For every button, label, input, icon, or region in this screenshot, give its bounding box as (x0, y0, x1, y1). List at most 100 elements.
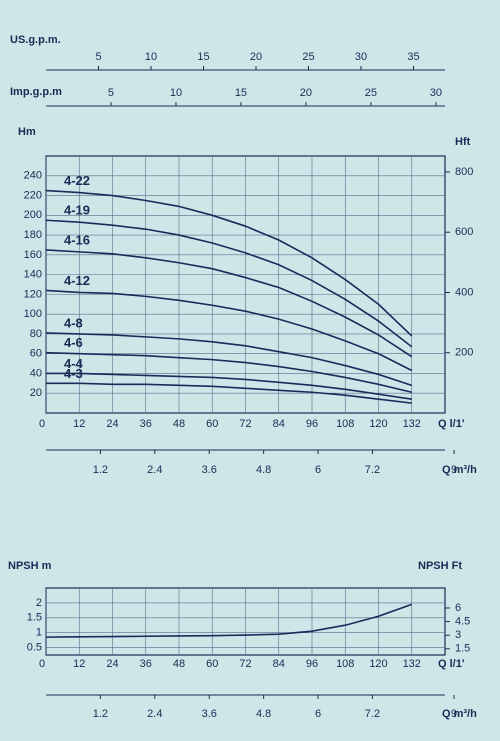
x-tick-label: 48 (173, 418, 185, 430)
tick-label: 35 (407, 51, 419, 63)
curve-label: 4-16 (64, 232, 90, 247)
y2-tick-label: 800 (455, 166, 473, 178)
y2-tick-label: 600 (455, 226, 473, 238)
tick-label: 25 (302, 51, 314, 63)
x2-tick-label: 9 (451, 464, 457, 476)
y2-axis-title: Hft (455, 136, 471, 148)
tick-label: 15 (197, 51, 209, 63)
x2-tick-label: 1.2 (93, 464, 108, 476)
tick-label: 20 (250, 51, 262, 63)
tick-label: 15 (235, 87, 247, 99)
y-tick-label: 60 (30, 348, 42, 360)
x2-tick-label: 4.8 (256, 464, 271, 476)
y2-tick-label: 6 (455, 602, 461, 614)
curve (45, 219, 413, 348)
x2-tick-label: 3.6 (202, 464, 217, 476)
x-tick-label: 84 (273, 418, 285, 430)
x-tick-label: 60 (206, 658, 218, 670)
x-tick-label: 132 (403, 658, 421, 670)
curve (46, 372, 412, 400)
y-tick-label: 120 (24, 288, 42, 300)
x-tick-label: 0 (39, 658, 45, 670)
y-tick-label: 100 (24, 308, 42, 320)
curve (46, 382, 412, 404)
y-tick-label: 160 (24, 249, 42, 261)
x2-tick-label: 7.2 (365, 464, 380, 476)
curve (45, 603, 413, 638)
x2-tick-label: 4.8 (256, 708, 271, 720)
x-tick-label: 120 (369, 418, 387, 430)
tick-label: 10 (145, 51, 157, 63)
y-tick-label: 140 (24, 269, 42, 281)
y2-tick-label: 3 (455, 629, 461, 641)
y-tick-label: 200 (24, 209, 42, 221)
x-tick-label: 48 (173, 658, 185, 670)
y2-tick-label: 400 (455, 286, 473, 298)
y-tick-label: 1.5 (27, 612, 42, 624)
curve-label: 4-22 (64, 173, 90, 188)
curve (45, 332, 412, 387)
tick-label: 5 (95, 51, 101, 63)
y2-axis-title: NPSH Ft (418, 560, 462, 572)
x-tick-label: 132 (403, 418, 421, 430)
y-tick-label: 2 (36, 597, 42, 609)
x2-axis-title: Q m³/h (442, 464, 477, 476)
curve (45, 289, 413, 372)
x-tick-label: 72 (239, 418, 251, 430)
x-tick-label: 36 (140, 658, 152, 670)
x2-axis-title: Q m³/h (442, 708, 477, 720)
y-axis-title: NPSH m (8, 560, 52, 572)
y-tick-label: 0.5 (27, 641, 42, 653)
curve-label: 4-19 (64, 203, 90, 218)
y2-tick-label: 1.5 (455, 643, 470, 655)
axis-label: US.g.p.m. (10, 34, 61, 46)
x-tick-label: 96 (306, 658, 318, 670)
x-tick-label: 12 (73, 658, 85, 670)
tick-label: 20 (300, 87, 312, 99)
curve (45, 189, 413, 337)
x-tick-label: 96 (306, 418, 318, 430)
x-tick-label: 84 (273, 658, 285, 670)
curve-label: 4-12 (64, 273, 90, 288)
x2-tick-label: 9 (451, 708, 457, 720)
curve-label: 4-8 (64, 315, 83, 330)
y-tick-label: 20 (30, 387, 42, 399)
y-tick-label: 40 (30, 367, 42, 379)
x2-tick-label: 6 (315, 464, 321, 476)
tick-label: 10 (170, 87, 182, 99)
y-tick-label: 80 (30, 328, 42, 340)
x-tick-label: 120 (369, 658, 387, 670)
curve (45, 249, 413, 358)
tick-label: 5 (108, 87, 114, 99)
curve-label: 4-6 (64, 335, 83, 350)
y-tick-label: 1 (36, 627, 42, 639)
y-tick-label: 180 (24, 229, 42, 241)
axis-label: Imp.g.p.m (10, 86, 62, 98)
y-axis-title: Hm (18, 126, 36, 138)
x-axis-title: Q l/1' (438, 418, 465, 430)
x2-tick-label: 2.4 (147, 708, 162, 720)
curve-label: 4-4 (64, 356, 84, 371)
y-tick-label: 240 (24, 170, 42, 182)
y2-tick-label: 4.5 (455, 615, 470, 627)
x2-tick-label: 3.6 (202, 708, 217, 720)
tick-label: 30 (430, 87, 442, 99)
y2-tick-label: 200 (455, 347, 473, 359)
x2-tick-label: 6 (315, 708, 321, 720)
x-tick-label: 60 (206, 418, 218, 430)
x-tick-label: 24 (106, 658, 118, 670)
x2-tick-label: 2.4 (147, 464, 162, 476)
x-axis-title: Q l/1' (438, 658, 465, 670)
x-tick-label: 0 (39, 418, 45, 430)
x-tick-label: 72 (239, 658, 251, 670)
x-tick-label: 24 (106, 418, 118, 430)
x-tick-label: 108 (336, 418, 354, 430)
tick-label: 30 (355, 51, 367, 63)
x-tick-label: 12 (73, 418, 85, 430)
y-tick-label: 220 (24, 189, 42, 201)
x-tick-label: 36 (140, 418, 152, 430)
x2-tick-label: 1.2 (93, 708, 108, 720)
curve (45, 351, 412, 394)
x2-tick-label: 7.2 (365, 708, 380, 720)
